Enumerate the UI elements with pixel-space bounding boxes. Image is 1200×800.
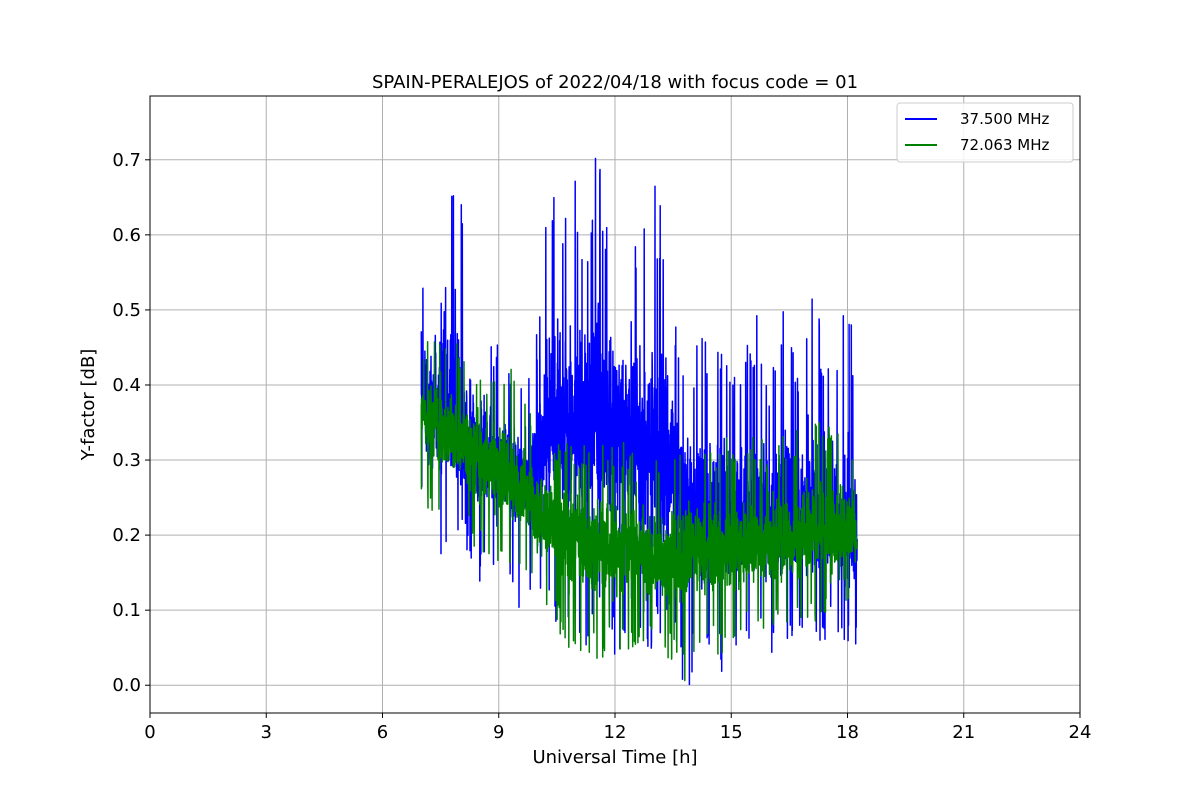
series-line-1 [420, 340, 858, 682]
x-axis: 0 3 6 9 12 15 18 21 24 [144, 713, 1091, 743]
x-tick-label: 24 [1069, 722, 1092, 743]
y-tick-label: 0.3 [112, 450, 141, 471]
legend-label-72-063: 72.063 MHz [960, 136, 1049, 154]
legend-label-37-500: 37.500 MHz [960, 110, 1049, 128]
x-tick-label: 12 [604, 722, 627, 743]
y-axis: 0.0 0.1 0.2 0.3 0.4 0.5 0.6 0.7 [112, 150, 150, 696]
y-axis-label: Y-factor [dB] [78, 349, 99, 462]
x-axis-label: Universal Time [h] [532, 747, 697, 768]
legend-box [896, 102, 1074, 163]
x-tick-label: 15 [720, 722, 743, 743]
x-tick-label: 18 [836, 722, 859, 743]
legend: 37.500 MHz 72.063 MHz [896, 102, 1074, 163]
y-tick-label: 0.7 [112, 150, 141, 171]
x-tick-label: 9 [493, 722, 504, 743]
x-tick-label: 21 [952, 722, 975, 743]
x-tick-label: 6 [377, 722, 388, 743]
x-tick-label: 3 [261, 722, 272, 743]
y-tick-label: 0.5 [112, 300, 141, 321]
x-tick-label: 0 [144, 722, 155, 743]
y-tick-label: 0.6 [112, 225, 141, 246]
y-tick-label: 0.2 [112, 525, 141, 546]
y-tick-label: 0.1 [112, 600, 141, 621]
y-tick-label: 0.0 [112, 675, 141, 696]
chart-title: SPAIN-PERALEJOS of 2022/04/18 with focus… [372, 72, 858, 93]
series-layer [420, 157, 858, 686]
y-tick-label: 0.4 [112, 375, 141, 396]
